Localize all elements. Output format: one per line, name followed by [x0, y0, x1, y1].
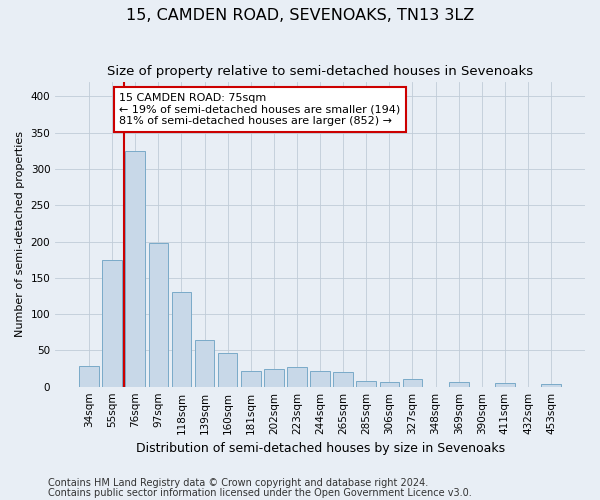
Bar — [495, 383, 515, 386]
Bar — [172, 292, 191, 386]
Bar — [149, 243, 168, 386]
Bar — [79, 366, 99, 386]
Y-axis label: Number of semi-detached properties: Number of semi-detached properties — [15, 132, 25, 338]
Bar — [403, 380, 422, 386]
Bar — [241, 370, 260, 386]
Bar — [103, 260, 122, 386]
Bar — [195, 340, 214, 386]
Bar — [125, 151, 145, 386]
Bar — [356, 381, 376, 386]
Bar — [449, 382, 469, 386]
Bar — [380, 382, 399, 386]
Text: 15 CAMDEN ROAD: 75sqm
← 19% of semi-detached houses are smaller (194)
81% of sem: 15 CAMDEN ROAD: 75sqm ← 19% of semi-deta… — [119, 93, 400, 126]
Bar — [218, 352, 238, 386]
Bar — [541, 384, 561, 386]
Title: Size of property relative to semi-detached houses in Sevenoaks: Size of property relative to semi-detach… — [107, 65, 533, 78]
Text: Contains HM Land Registry data © Crown copyright and database right 2024.: Contains HM Land Registry data © Crown c… — [48, 478, 428, 488]
Text: 15, CAMDEN ROAD, SEVENOAKS, TN13 3LZ: 15, CAMDEN ROAD, SEVENOAKS, TN13 3LZ — [126, 8, 474, 22]
Bar — [310, 370, 330, 386]
Bar — [264, 368, 284, 386]
X-axis label: Distribution of semi-detached houses by size in Sevenoaks: Distribution of semi-detached houses by … — [136, 442, 505, 455]
Bar — [287, 367, 307, 386]
Text: Contains public sector information licensed under the Open Government Licence v3: Contains public sector information licen… — [48, 488, 472, 498]
Bar — [334, 372, 353, 386]
